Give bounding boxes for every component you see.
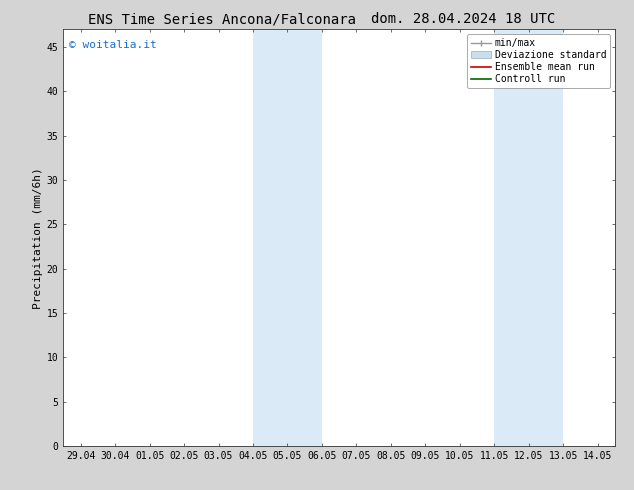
Text: © woitalia.it: © woitalia.it (69, 40, 157, 50)
Bar (253, 29, 322, 446)
Bar (495, 29, 563, 446)
Legend: min/max, Deviazione standard, Ensemble mean run, Controll run: min/max, Deviazione standard, Ensemble m… (467, 34, 610, 88)
Text: ENS Time Series Ancona/Falconara: ENS Time Series Ancona/Falconara (88, 12, 356, 26)
Y-axis label: Precipitation (mm/6h): Precipitation (mm/6h) (32, 167, 42, 309)
Text: dom. 28.04.2024 18 UTC: dom. 28.04.2024 18 UTC (371, 12, 555, 26)
